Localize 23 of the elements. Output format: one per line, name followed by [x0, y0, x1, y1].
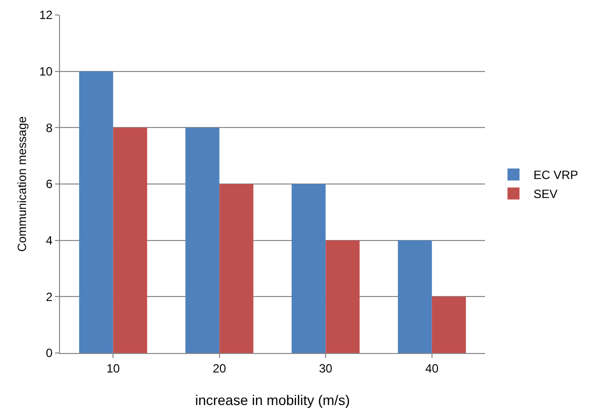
- y-tick-label: 0: [46, 346, 53, 360]
- legend-label: SEV: [534, 187, 558, 202]
- bar: [398, 240, 432, 353]
- x-tick-label: 10: [106, 361, 120, 376]
- x-axis-title: increase in mobility (m/s): [195, 392, 350, 408]
- bar: [326, 240, 360, 353]
- bar: [292, 184, 326, 353]
- bar: [113, 128, 148, 353]
- bar: [432, 296, 466, 353]
- y-tick-label: 2: [46, 290, 53, 304]
- y-axis-title: Communication message: [15, 116, 29, 252]
- y-tick-label: 6: [46, 177, 53, 192]
- x-tick-label: 40: [425, 361, 439, 376]
- x-tick-label: 20: [212, 361, 226, 376]
- bar: [185, 128, 220, 353]
- bar: [79, 71, 114, 353]
- legend-label: EC VRP: [534, 168, 578, 182]
- y-tick-label: 8: [46, 120, 53, 135]
- bar: [219, 184, 254, 353]
- y-tick-label: 12: [39, 8, 53, 22]
- y-tick-label: 10: [39, 64, 53, 79]
- y-tick-label: 4: [46, 234, 53, 248]
- x-tick-label: 30: [318, 361, 333, 376]
